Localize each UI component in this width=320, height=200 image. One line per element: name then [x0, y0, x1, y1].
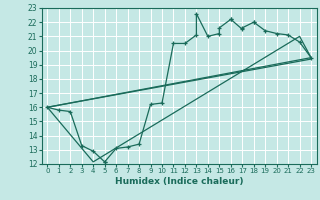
- X-axis label: Humidex (Indice chaleur): Humidex (Indice chaleur): [115, 177, 244, 186]
